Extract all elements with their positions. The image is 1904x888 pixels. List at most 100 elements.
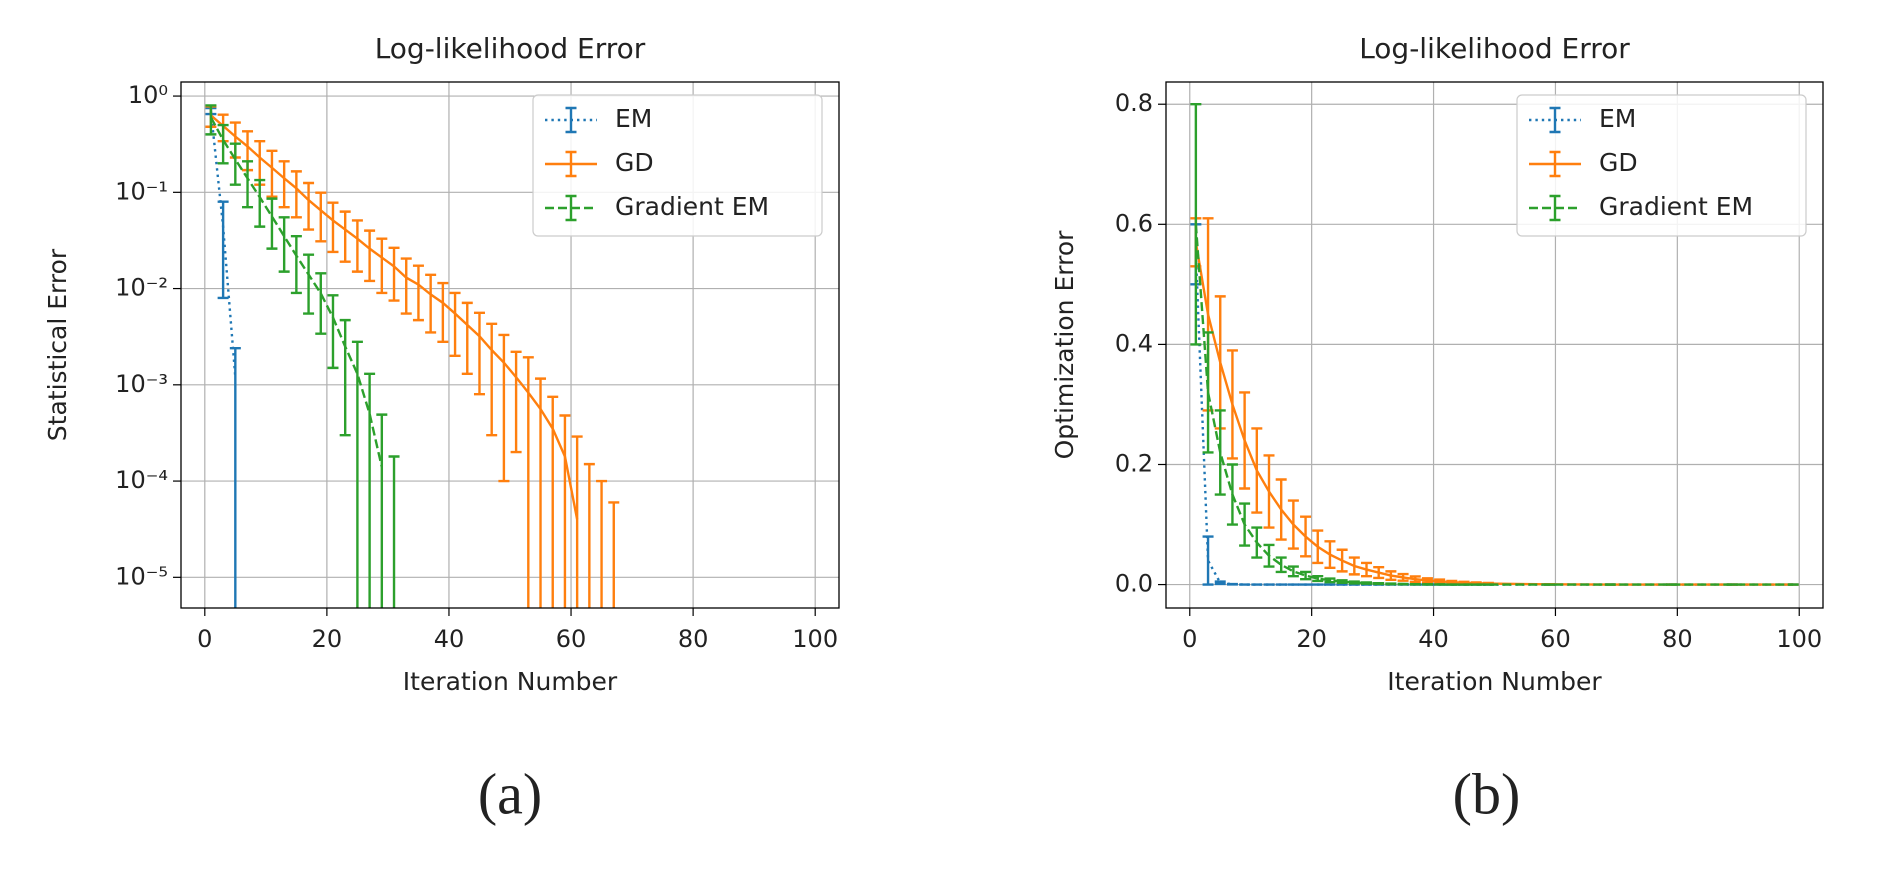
error-bar (266, 197, 278, 250)
error-bar (425, 273, 437, 334)
y-tick-label: 0.6 (1115, 209, 1153, 237)
error-bar (608, 501, 620, 608)
x-tick-label: 100 (1776, 625, 1822, 653)
y-axis-label: Statistical Error (43, 248, 72, 441)
error-bar (1324, 540, 1336, 569)
error-bar (254, 178, 266, 228)
y-tick-label: 0.0 (1115, 570, 1153, 598)
error-bar (1251, 526, 1263, 559)
error-bar (1348, 556, 1360, 576)
error-bar (290, 170, 302, 219)
error-bar (205, 104, 217, 136)
x-tick-label: 40 (434, 625, 465, 653)
legend-box (532, 94, 823, 237)
error-bar (315, 191, 327, 243)
legend-errorbar (1549, 194, 1561, 222)
error-bar (583, 462, 595, 608)
error-bar (1397, 572, 1409, 582)
error-bar (1361, 561, 1373, 578)
error-bar (1373, 581, 1385, 586)
error-bar (400, 257, 412, 315)
error-bar (1373, 565, 1385, 580)
y-tick-label: 0.8 (1115, 89, 1153, 117)
error-bar (1336, 579, 1348, 584)
error-bar (547, 395, 559, 608)
error-bar (1300, 515, 1312, 558)
chart-title: Log-likelihood Error (1359, 32, 1630, 65)
y-tick-label: 10⁻¹ (115, 177, 168, 205)
error-bar (278, 216, 290, 273)
error-bar (1275, 478, 1287, 541)
x-tick-label: 0 (197, 625, 212, 653)
error-bar (339, 318, 351, 437)
error-bar (327, 201, 339, 254)
legend-errorbar (565, 194, 577, 222)
error-bar (351, 340, 363, 608)
error-bar (1336, 548, 1348, 573)
error-bar (364, 372, 376, 608)
x-axis-label: Iteration Number (1387, 667, 1602, 696)
error-bar (522, 356, 534, 608)
error-bar (498, 333, 510, 483)
error-bar (1214, 409, 1226, 496)
caption: (a) (478, 761, 542, 826)
error-bar (1226, 463, 1238, 526)
y-tick-label: 10⁻⁵ (115, 562, 168, 590)
error-bar (376, 237, 388, 295)
error-bar (1300, 570, 1312, 581)
y-tick-label: 0.4 (1115, 329, 1153, 357)
chart-title: Log-likelihood Error (375, 32, 646, 65)
y-tick-label: 10⁰ (128, 81, 168, 109)
legend-errorbar (565, 106, 577, 134)
error-bar (327, 294, 339, 370)
legend-errorbar (1549, 150, 1561, 178)
error-bar (278, 160, 290, 209)
error-bar (1214, 580, 1226, 586)
error-bar (303, 253, 315, 315)
error-bar (376, 413, 388, 608)
y-tick-label: 10⁻⁴ (115, 466, 168, 494)
error-bar (1287, 499, 1299, 550)
error-bar (1421, 577, 1433, 584)
error-bar (388, 455, 400, 608)
x-tick-label: 60 (556, 625, 587, 653)
axes-frame (180, 81, 840, 609)
error-bar (229, 347, 241, 608)
error-bar (1251, 427, 1263, 514)
error-bar (1312, 574, 1324, 583)
series-line (1194, 224, 1794, 586)
error-bar (290, 235, 302, 295)
error-bar (1312, 529, 1324, 565)
legend-label: EM (615, 104, 652, 133)
error-bar (1202, 535, 1214, 586)
error-bar (596, 479, 608, 608)
error-bar (339, 210, 351, 263)
legend-label: Gradient EM (1599, 192, 1753, 221)
error-bar (266, 149, 278, 198)
error-bar (1239, 502, 1251, 547)
legend-box (1516, 94, 1807, 237)
error-bar (242, 160, 254, 209)
y-axis-label: Optimization Error (1050, 230, 1079, 460)
error-bar (412, 264, 424, 322)
error-bar (217, 200, 229, 300)
error-bar (229, 142, 241, 186)
error-bar (571, 435, 583, 608)
error-bar (449, 291, 461, 358)
x-tick-label: 80 (1662, 625, 1693, 653)
error-bar (1385, 582, 1397, 586)
y-tick-label: 10⁻² (115, 274, 168, 302)
legend-label: Gradient EM (615, 192, 769, 221)
error-bar (1385, 570, 1397, 581)
series-line (1194, 242, 1794, 586)
error-bar (461, 301, 473, 376)
error-bar (486, 322, 498, 437)
x-tick-label: 20 (312, 625, 343, 653)
error-bar (1361, 581, 1373, 585)
legend-label: EM (1599, 104, 1636, 133)
x-tick-label: 40 (1418, 625, 1449, 653)
x-tick-label: 60 (1540, 625, 1571, 653)
error-bar (388, 246, 400, 302)
error-bar (559, 414, 571, 608)
